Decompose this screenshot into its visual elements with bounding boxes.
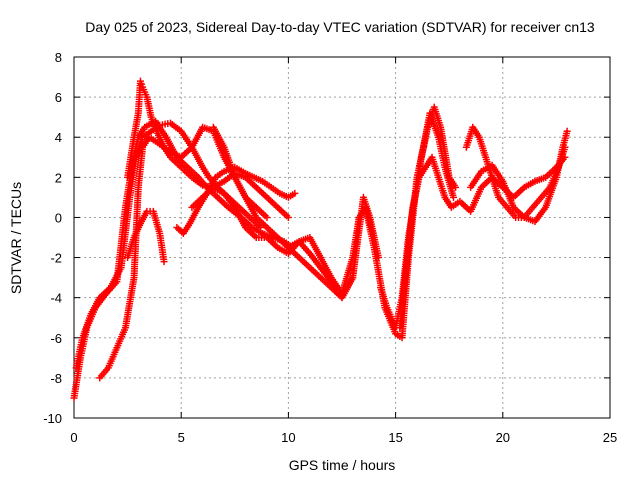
data-point	[284, 213, 292, 221]
y-tick-label: 6	[55, 90, 62, 105]
plot-frame	[73, 56, 611, 419]
y-tick-label: -2	[50, 251, 62, 266]
y-tick-label: -4	[50, 291, 62, 306]
series-arc13	[467, 127, 571, 225]
x-tick-label: 20	[496, 430, 510, 445]
data-point	[452, 183, 460, 191]
data-point	[563, 127, 571, 135]
grid-layer	[74, 57, 610, 418]
data-point	[291, 189, 299, 197]
x-tick-label: 15	[388, 430, 402, 445]
x-tick-label: 10	[281, 430, 295, 445]
chart-title: Day 025 of 2023, Sidereal Day-to-day VTE…	[85, 19, 595, 35]
data-point	[160, 258, 168, 266]
y-tick-label: 2	[55, 170, 62, 185]
x-tick-label: 0	[70, 430, 77, 445]
series-arc9	[284, 109, 457, 342]
data-point	[449, 193, 457, 201]
x-axis-label: GPS time / hours	[289, 457, 396, 473]
y-tick-label: -10	[43, 411, 62, 426]
y-tick-label: 0	[55, 210, 62, 225]
series-arc5	[124, 207, 168, 266]
series-arc4	[124, 77, 292, 221]
x-tick-label: 5	[178, 430, 185, 445]
data-point	[263, 213, 271, 221]
y-tick-label: 8	[55, 50, 62, 65]
data-marks	[70, 77, 571, 402]
tick-layer: 0 5 10 15 20 25 -10 -8 -6 -4 -2 0 2 4 6 8	[43, 50, 617, 445]
x-tick-label: 25	[603, 430, 617, 445]
series-arc11	[396, 153, 569, 332]
y-tick-label: -6	[50, 331, 62, 346]
y-tick-label: -8	[50, 371, 62, 386]
series-arc12	[462, 123, 569, 221]
series-arc6	[173, 163, 299, 237]
y-axis-label: SDTVAR / TECUs	[8, 182, 24, 294]
series-arc1	[70, 117, 297, 402]
y-tick-label: 4	[55, 130, 62, 145]
